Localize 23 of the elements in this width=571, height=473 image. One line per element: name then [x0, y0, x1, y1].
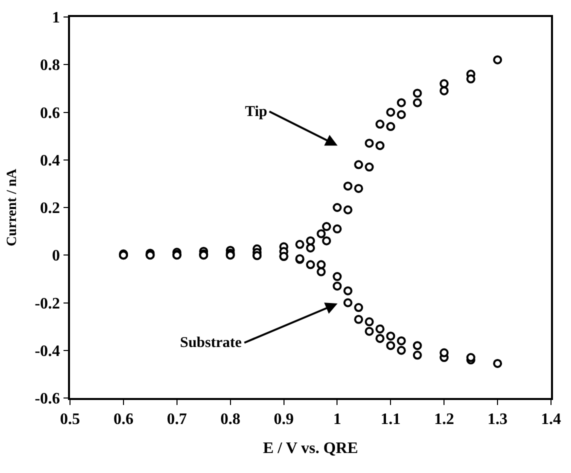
x-tick-label: 0.8	[220, 410, 240, 428]
y-axis-title: Current / nA	[4, 168, 20, 246]
x-axis-title: E / V vs. QRE	[263, 440, 358, 458]
x-tick-label: 0.6	[113, 410, 134, 428]
y-tick-label: -0.6	[34, 390, 60, 408]
y-tick-label: -0.2	[34, 295, 60, 312]
annotation: Substrate	[180, 335, 242, 351]
x-tick-label: 1.3	[488, 410, 508, 428]
x-tick-label: 0.7	[166, 410, 187, 428]
x-tick-label: 0.9	[274, 410, 294, 428]
y-tick-label: 0.2	[40, 200, 60, 218]
x-tick-label: 1.1	[380, 410, 401, 428]
y-tick-label: -0.4	[34, 342, 60, 360]
y-tick-label: 0.4	[40, 152, 60, 170]
x-tick-label: 1.4	[541, 410, 561, 428]
y-tick-label: 0.8	[40, 57, 60, 74]
y-tick-label: 0.6	[40, 104, 60, 122]
y-tick-label: 0	[52, 248, 60, 265]
x-tick-label: 0.5	[60, 410, 80, 428]
annotation: Tip	[245, 104, 268, 120]
y-tick-label: 1	[52, 10, 60, 27]
x-tick-label: 1	[333, 410, 342, 428]
x-tick-label: 1.2	[434, 410, 454, 428]
